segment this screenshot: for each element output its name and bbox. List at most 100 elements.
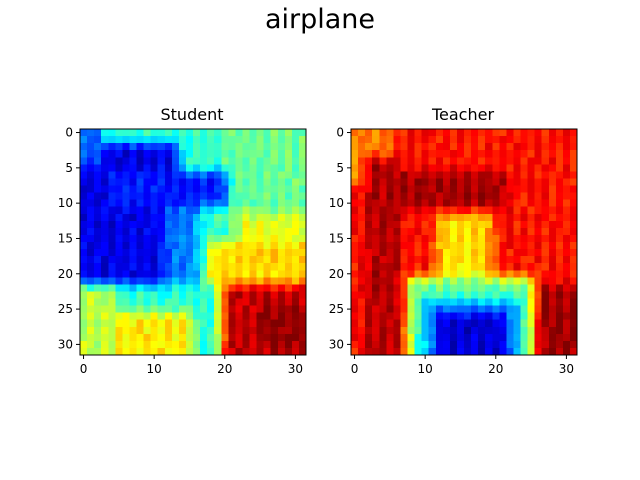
teacher-heatmap-cell bbox=[456, 136, 465, 144]
student-heatmap-cell bbox=[80, 291, 88, 300]
teacher-heatmap-cell bbox=[372, 305, 380, 314]
teacher-heatmap-cell bbox=[358, 277, 366, 285]
student-heatmap-cell bbox=[157, 326, 166, 335]
student-heatmap-cell bbox=[164, 249, 173, 257]
student-heatmap-cell bbox=[129, 227, 138, 236]
teacher-heatmap-cell bbox=[379, 242, 387, 250]
student-heatmap-cell bbox=[291, 185, 300, 194]
teacher-heatmap-cell bbox=[527, 220, 536, 229]
student-heatmap-cell bbox=[157, 249, 166, 257]
student-heatmap-cell bbox=[200, 234, 208, 243]
teacher-heatmap-cell bbox=[541, 185, 550, 194]
student-heatmap-cell bbox=[94, 136, 102, 144]
teacher-heatmap-cell bbox=[372, 129, 380, 137]
teacher-heatmap-cell bbox=[548, 178, 557, 187]
teacher-heatmap-cell bbox=[562, 227, 571, 236]
student-heatmap-cell bbox=[129, 277, 138, 285]
teacher-heatmap-cell bbox=[358, 242, 366, 250]
student-heatmap-cell bbox=[129, 256, 138, 264]
student-heatmap-cell bbox=[185, 171, 194, 180]
student-heatmap-cell bbox=[143, 220, 152, 229]
student-heatmap-cell bbox=[136, 305, 145, 314]
teacher-heatmap-cell bbox=[506, 213, 515, 222]
teacher-heatmap-cell bbox=[513, 242, 522, 250]
student-heatmap-cell bbox=[122, 171, 131, 180]
student-heatmap-cell bbox=[108, 277, 116, 285]
student-heatmap-cell bbox=[291, 333, 300, 342]
student-heatmap-cell bbox=[101, 256, 109, 264]
student-heatmap-cell bbox=[94, 192, 102, 201]
teacher-heatmap-cell bbox=[414, 312, 423, 321]
teacher-heatmap-cell bbox=[506, 326, 515, 335]
student-heatmap-cell bbox=[270, 319, 279, 328]
student-heatmap-cell bbox=[101, 234, 109, 243]
teacher-heatmap-cell bbox=[478, 270, 486, 278]
teacher-heatmap-cell bbox=[541, 312, 550, 321]
student-heatmap-cell bbox=[221, 333, 229, 342]
student-heatmap-cell bbox=[214, 291, 222, 300]
teacher-heatmap-cell bbox=[421, 164, 430, 172]
student-heatmap-cell bbox=[101, 263, 109, 271]
student-heatmap-cell bbox=[80, 326, 88, 335]
teacher-heatmap-cell bbox=[365, 136, 373, 144]
student-heatmap-cell bbox=[94, 284, 102, 293]
student-heatmap-cell bbox=[129, 284, 138, 293]
teacher-heatmap-cell bbox=[421, 150, 430, 158]
student-heatmap-cell bbox=[249, 263, 258, 271]
teacher-heatmap-cell bbox=[534, 305, 543, 314]
teacher-heatmap-cell bbox=[435, 242, 444, 250]
student-heatmap-cell bbox=[94, 164, 102, 172]
student-heatmap-cell bbox=[143, 256, 152, 264]
teacher-heatmap-cell bbox=[471, 256, 479, 264]
student-heatmap-cell bbox=[249, 242, 258, 250]
teacher-heatmap-cell bbox=[400, 178, 409, 187]
teacher-heatmap-cell bbox=[548, 333, 557, 342]
teacher-heatmap-cell bbox=[386, 199, 394, 208]
teacher-axes-frame bbox=[350, 128, 578, 356]
student-heatmap-cell bbox=[242, 256, 251, 264]
student-heatmap-cell bbox=[178, 249, 187, 257]
teacher-heatmap-cell bbox=[471, 199, 479, 208]
student-heatmap-cell bbox=[235, 227, 244, 236]
teacher-y-tick-label: 15 bbox=[329, 231, 344, 245]
student-heatmap-cell bbox=[193, 263, 201, 271]
student-heatmap-cell bbox=[143, 143, 152, 151]
teacher-heatmap-cell bbox=[499, 263, 507, 271]
student-heatmap-cell bbox=[129, 347, 138, 356]
teacher-heatmap-cell bbox=[513, 164, 522, 172]
teacher-heatmap-cell bbox=[358, 263, 366, 271]
student-heatmap-cell bbox=[228, 213, 236, 222]
student-heatmap-cell bbox=[214, 347, 222, 356]
teacher-heatmap-cell bbox=[435, 312, 444, 321]
teacher-heatmap-cell bbox=[541, 333, 550, 342]
teacher-heatmap-cell bbox=[379, 150, 387, 158]
student-heatmap-cell bbox=[207, 143, 215, 151]
student-heatmap-cell bbox=[277, 234, 286, 243]
student-heatmap-cell bbox=[115, 220, 123, 229]
student-heatmap-cell bbox=[221, 206, 229, 215]
student-heatmap-cell bbox=[171, 340, 180, 349]
student-heatmap-cell bbox=[94, 249, 102, 257]
teacher-heatmap-cell bbox=[492, 178, 500, 187]
teacher-heatmap-cell bbox=[400, 312, 409, 321]
student-heatmap-cell bbox=[214, 220, 222, 229]
teacher-heatmap-cell bbox=[485, 206, 493, 215]
teacher-heatmap-cell bbox=[442, 164, 451, 172]
teacher-heatmap-cell bbox=[449, 312, 458, 321]
student-heatmap-cell bbox=[80, 150, 88, 158]
teacher-heatmap-cell bbox=[456, 185, 465, 194]
teacher-heatmap-cell bbox=[471, 298, 479, 307]
teacher-heatmap-cell bbox=[548, 326, 557, 335]
teacher-heatmap-cell bbox=[527, 206, 536, 215]
teacher-heatmap-cell bbox=[478, 178, 486, 187]
student-heatmap-cell bbox=[263, 192, 272, 201]
student-heatmap-cell bbox=[284, 277, 293, 285]
teacher-heatmap-cell bbox=[492, 164, 500, 172]
student-heatmap-cell bbox=[80, 157, 88, 165]
teacher-heatmap-cell bbox=[358, 199, 366, 208]
student-heatmap-cell bbox=[214, 185, 222, 194]
teacher-heatmap-cell bbox=[421, 256, 430, 264]
student-heatmap-cell bbox=[207, 234, 215, 243]
student-heatmap-cell bbox=[207, 199, 215, 208]
teacher-heatmap-cell bbox=[478, 171, 486, 180]
